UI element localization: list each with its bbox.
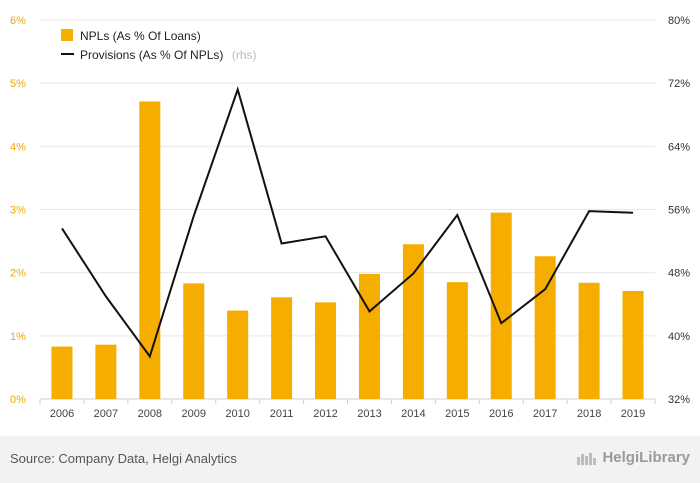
- left-tick-label: 3%: [10, 205, 26, 217]
- npl-bar: [183, 283, 205, 399]
- x-tick-label: 2015: [445, 408, 469, 420]
- npl-bar: [402, 244, 424, 399]
- npl-bar: [227, 310, 249, 399]
- right-tick-label: 72%: [668, 78, 690, 90]
- right-axis-ticks: 32% 40% 48% 56% 64% 72% 80%: [668, 15, 690, 406]
- brand-name: HelgiLibrary: [602, 449, 690, 466]
- npl-bar: [534, 256, 556, 399]
- left-tick-label: 0%: [10, 394, 26, 406]
- npl-bar: [139, 101, 161, 400]
- npl-bar: [271, 297, 293, 399]
- legend-label-rhs: (rhs): [232, 48, 257, 62]
- right-tick-label: 56%: [668, 205, 690, 217]
- npl-bar: [95, 344, 117, 399]
- x-tick-label: 2018: [577, 408, 601, 420]
- x-tick-label: 2012: [313, 408, 337, 420]
- helgi-library-logo-icon: [577, 452, 597, 465]
- provisions-line: [61, 86, 634, 359]
- legend-label-npl: NPLs (As % Of Loans): [80, 29, 201, 43]
- legend-label-provisions-group: Provisions (As % Of NPLs) (rhs): [80, 46, 257, 63]
- x-tick-label: 2009: [182, 408, 206, 420]
- npl-bar: [315, 302, 337, 399]
- left-tick-label: 1%: [10, 331, 26, 343]
- npl-bar: [51, 346, 73, 399]
- right-tick-label: 80%: [668, 15, 690, 27]
- left-tick-label: 4%: [10, 141, 26, 153]
- x-tick-label: 2006: [50, 408, 74, 420]
- x-tick-label: 2013: [357, 408, 381, 420]
- right-tick-label: 64%: [668, 141, 690, 153]
- left-tick-label: 2%: [10, 268, 26, 280]
- npl-bar: [490, 212, 512, 399]
- legend-label-provisions: Provisions (As % Of NPLs): [80, 48, 223, 62]
- right-tick-label: 48%: [668, 268, 690, 280]
- x-tick-label: 2017: [533, 408, 557, 420]
- provisions-line-group: [61, 86, 634, 359]
- source-text: Source: Company Data, Helgi Analytics: [10, 451, 237, 466]
- left-tick-label: 6%: [10, 15, 26, 27]
- left-tick-label: 5%: [10, 78, 26, 90]
- x-tick-label: 2010: [225, 408, 249, 420]
- npl-bars: [51, 101, 644, 400]
- npl-bar: [446, 282, 468, 399]
- npl-bar: [358, 273, 380, 399]
- x-tick-label: 2007: [94, 408, 118, 420]
- x-tick-label: 2016: [489, 408, 513, 420]
- right-tick-label: 32%: [668, 394, 690, 406]
- x-tick-label: 2019: [621, 408, 645, 420]
- brand-logo-group: HelgiLibrary: [576, 449, 690, 466]
- x-tick-label: 2008: [138, 408, 162, 420]
- legend: NPLs (As % Of Loans) Provisions (As % Of…: [61, 29, 257, 63]
- legend-swatch-npl: [61, 29, 73, 41]
- x-axis-ticks: 2006 2007 2008 2009 2010 2011 2012 2013 2014 2015…: [39, 399, 656, 420]
- x-tick-label: 2014: [401, 408, 425, 420]
- combo-chart: 0% 1% 2% 3% 4% 5% 6% 32% 40% 48% 56% 64% 72% 80% 200…: [10, 15, 690, 420]
- gridlines: [40, 19, 655, 400]
- x-tick-label: 2011: [270, 408, 294, 420]
- left-axis-ticks: 0% 1% 2% 3% 4% 5% 6%: [10, 15, 26, 406]
- right-tick-label: 40%: [668, 331, 690, 343]
- npl-bar: [622, 290, 644, 399]
- npl-bar: [578, 282, 600, 399]
